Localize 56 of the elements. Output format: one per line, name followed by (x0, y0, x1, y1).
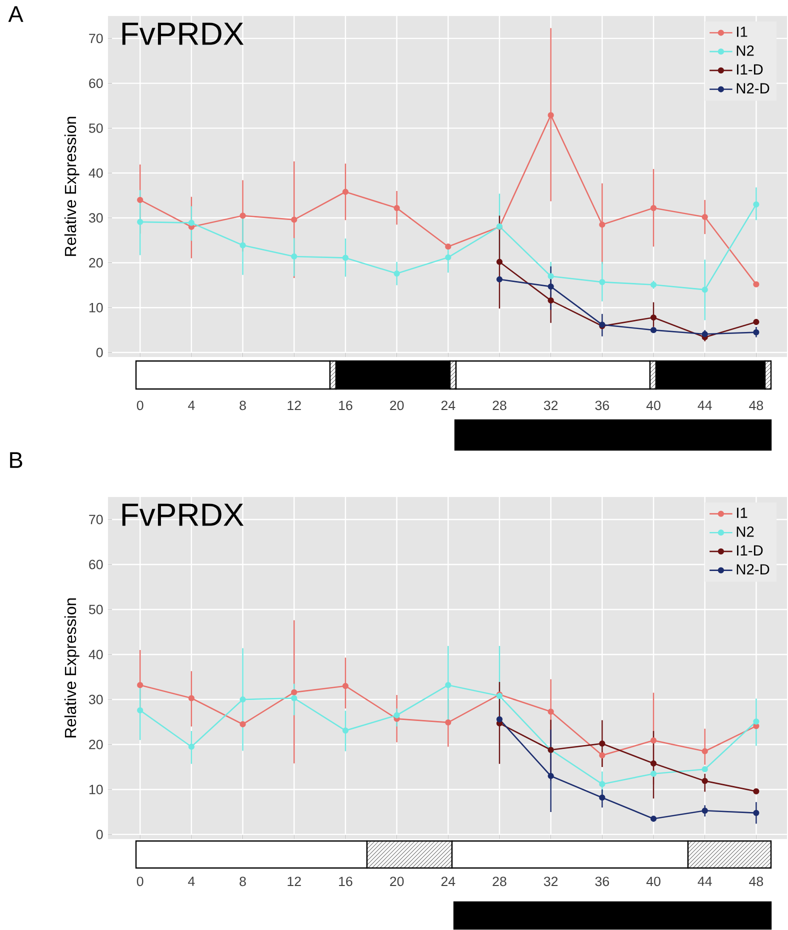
x-tick-label: 28 (492, 400, 507, 410)
legend-label: I1-D (737, 545, 763, 556)
x-tick-label: 48 (749, 876, 764, 886)
y-tick-label: 0 (96, 830, 103, 840)
x-tick-label: 8 (240, 400, 246, 410)
y-tick-label: 30 (89, 694, 103, 704)
legend-label: I1-D (737, 64, 763, 74)
x-tick-label: 36 (595, 400, 610, 410)
legend-label: N2-D (737, 564, 770, 574)
legend-label: N2 (737, 45, 754, 56)
y-tick-label: 40 (88, 650, 103, 660)
x-tick-label: 4 (188, 876, 195, 886)
x-tick-label: 32 (544, 400, 558, 410)
x-tick-label: 20 (390, 876, 404, 886)
x-tick-label: 44 (698, 400, 712, 410)
y-tick-label: 50 (89, 123, 103, 133)
x-tick-label: 16 (339, 400, 352, 410)
y-tick-label: 0 (96, 348, 103, 358)
chart-title: FvPRDX (122, 22, 244, 45)
y-axis-title: Relative Expression (64, 116, 80, 256)
x-tick-label: 40 (646, 400, 661, 410)
text: B (10, 452, 22, 468)
y-tick-label: 20 (89, 740, 103, 750)
x-tick-label: 16 (339, 876, 352, 886)
x-tick-label: 44 (698, 876, 712, 886)
x-tick-label: 36 (595, 876, 610, 886)
chart-title: FvPRDX (122, 504, 244, 526)
x-tick-label: 24 (442, 400, 456, 410)
y-axis-title: Relative Expression (64, 598, 80, 738)
x-tick-label: 32 (544, 876, 558, 886)
legend-label: N2-D (737, 83, 770, 94)
x-tick-label: 4 (188, 400, 195, 410)
y-tick-label: 10 (90, 302, 103, 312)
x-tick-label: 8 (240, 876, 246, 886)
y-tick-label: 40 (88, 168, 103, 178)
y-tick-label: 10 (90, 784, 103, 794)
text: A (8, 6, 24, 22)
x-tick-label: 40 (646, 876, 661, 886)
y-tick-label: 70 (89, 34, 103, 44)
x-tick-label: 12 (288, 400, 302, 410)
x-tick-label: 20 (390, 400, 404, 410)
y-tick-label: 60 (89, 78, 103, 88)
legend-label: I1 (737, 508, 748, 518)
y-tick-label: 60 (89, 560, 103, 570)
y-tick-label: 50 (89, 604, 103, 614)
x-tick-label: 12 (288, 876, 302, 886)
x-tick-label: 0 (137, 400, 144, 410)
x-tick-label: 28 (492, 876, 507, 886)
y-tick-label: 70 (89, 514, 103, 524)
x-tick-label: 24 (442, 876, 456, 886)
legend-label: N2 (737, 526, 754, 537)
x-tick-label: 0 (137, 876, 144, 886)
legend-label: I1 (737, 26, 748, 37)
y-tick-label: 30 (89, 213, 103, 223)
y-tick-label: 20 (89, 258, 103, 268)
x-tick-label: 48 (749, 400, 764, 410)
